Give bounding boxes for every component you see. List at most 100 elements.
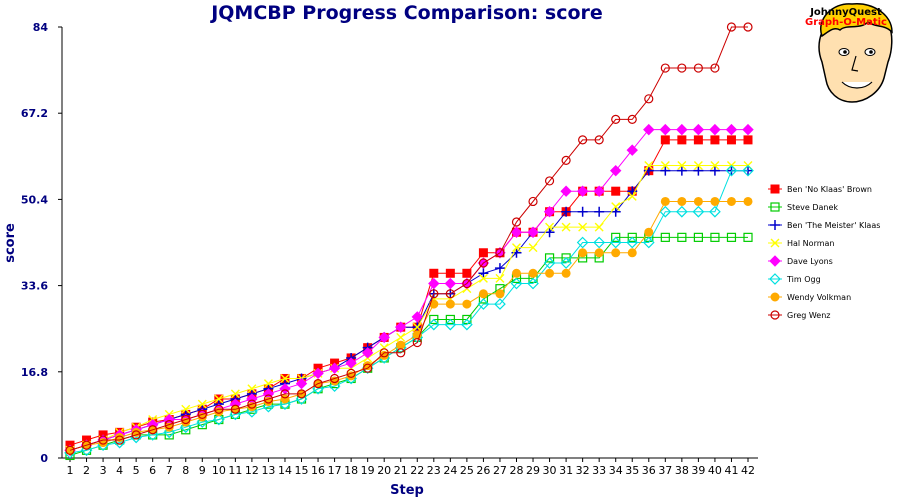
data-point [279, 398, 291, 410]
axes [61, 27, 758, 459]
data-point [81, 440, 92, 450]
data-point [361, 347, 374, 359]
x-tick-label: 10 [212, 464, 226, 477]
x-tick-label: 4 [116, 464, 123, 477]
data-point [709, 123, 721, 136]
data-point [478, 289, 488, 299]
data-point [263, 379, 273, 389]
data-point [610, 206, 621, 217]
data-point [80, 444, 93, 457]
data-point [345, 357, 357, 369]
data-point [98, 435, 108, 445]
series-line [69, 170, 748, 451]
data-point [280, 389, 290, 399]
x-tick-label: 37 [658, 464, 672, 477]
data-point [660, 135, 670, 145]
data-point [131, 430, 141, 440]
data-point [247, 399, 257, 409]
data-point [280, 373, 290, 383]
data-point [495, 289, 505, 299]
data-point [328, 380, 341, 393]
data-point [626, 236, 639, 249]
data-point [693, 135, 703, 145]
x-tick-label: 2 [83, 464, 90, 477]
data-point [594, 248, 604, 258]
data-point [611, 248, 621, 258]
data-point [561, 222, 571, 232]
x-tick-label: 34 [609, 464, 623, 477]
data-point [693, 161, 703, 171]
data-point [478, 268, 489, 279]
data-point [477, 298, 490, 310]
x-tick-label: 3 [100, 464, 107, 477]
x-tick-label: 21 [394, 464, 408, 477]
data-point [576, 236, 589, 249]
data-point [494, 263, 505, 274]
x-tick-label: 9 [199, 464, 206, 477]
data-point [710, 161, 720, 171]
data-point [692, 123, 705, 136]
data-point [561, 206, 572, 217]
data-point [644, 227, 654, 237]
legend-label: Steve Danek [787, 203, 838, 212]
legend-entry: Greg Wenz [768, 310, 831, 320]
data-point [676, 165, 687, 176]
data-point [262, 400, 275, 413]
legend-marker [770, 202, 780, 212]
legend-marker [770, 292, 780, 302]
data-point [544, 176, 555, 186]
data-point [196, 416, 209, 428]
legend: Ben 'No Klaas' Brown Steve Danek Ben 'The … [768, 184, 880, 320]
data-point [626, 144, 638, 156]
data-point [693, 232, 703, 242]
data-point [229, 408, 242, 421]
data-point [328, 362, 341, 374]
data-point [742, 123, 754, 136]
data-point [214, 404, 224, 414]
x-tick-label: 1 [67, 464, 74, 477]
data-point [644, 161, 654, 171]
data-point [676, 123, 688, 136]
data-point [677, 196, 687, 206]
x-tick-label: 11 [228, 464, 242, 477]
data-point [693, 165, 704, 176]
legend-marker [770, 184, 780, 194]
x-tick-label: 36 [642, 464, 656, 477]
x-tick-label: 7 [166, 464, 173, 477]
data-point [560, 257, 572, 269]
series-line [69, 170, 748, 454]
data-point [527, 226, 539, 238]
data-point [578, 248, 588, 258]
data-point [445, 314, 455, 325]
data-point [363, 361, 373, 371]
data-point [660, 161, 670, 171]
data-point [693, 63, 703, 73]
data-point [593, 185, 605, 197]
data-point [429, 314, 439, 325]
x-tick-label: 33 [592, 464, 606, 477]
data-point [545, 222, 555, 232]
data-point [677, 135, 687, 145]
data-point [560, 185, 572, 197]
data-point [644, 94, 654, 104]
data-point [561, 155, 571, 166]
y-axis-title: score [3, 223, 18, 263]
data-point [743, 135, 753, 145]
data-point [609, 164, 622, 177]
legend-entry: Steve Danek [768, 202, 838, 212]
data-point [726, 196, 736, 206]
data-point [677, 63, 687, 73]
data-point [511, 268, 521, 278]
data-point [643, 123, 655, 136]
data-point [313, 379, 323, 389]
data-point [726, 22, 737, 32]
data-point [312, 382, 324, 395]
x-tick-label: 38 [675, 464, 689, 477]
legend-marker [769, 273, 781, 285]
data-point [445, 289, 455, 299]
data-point [594, 135, 604, 145]
data-point [444, 277, 457, 290]
data-point [396, 340, 406, 350]
x-tick-label: 31 [559, 464, 573, 477]
legend-label: Ben 'The Meister' Klaas [787, 221, 880, 230]
